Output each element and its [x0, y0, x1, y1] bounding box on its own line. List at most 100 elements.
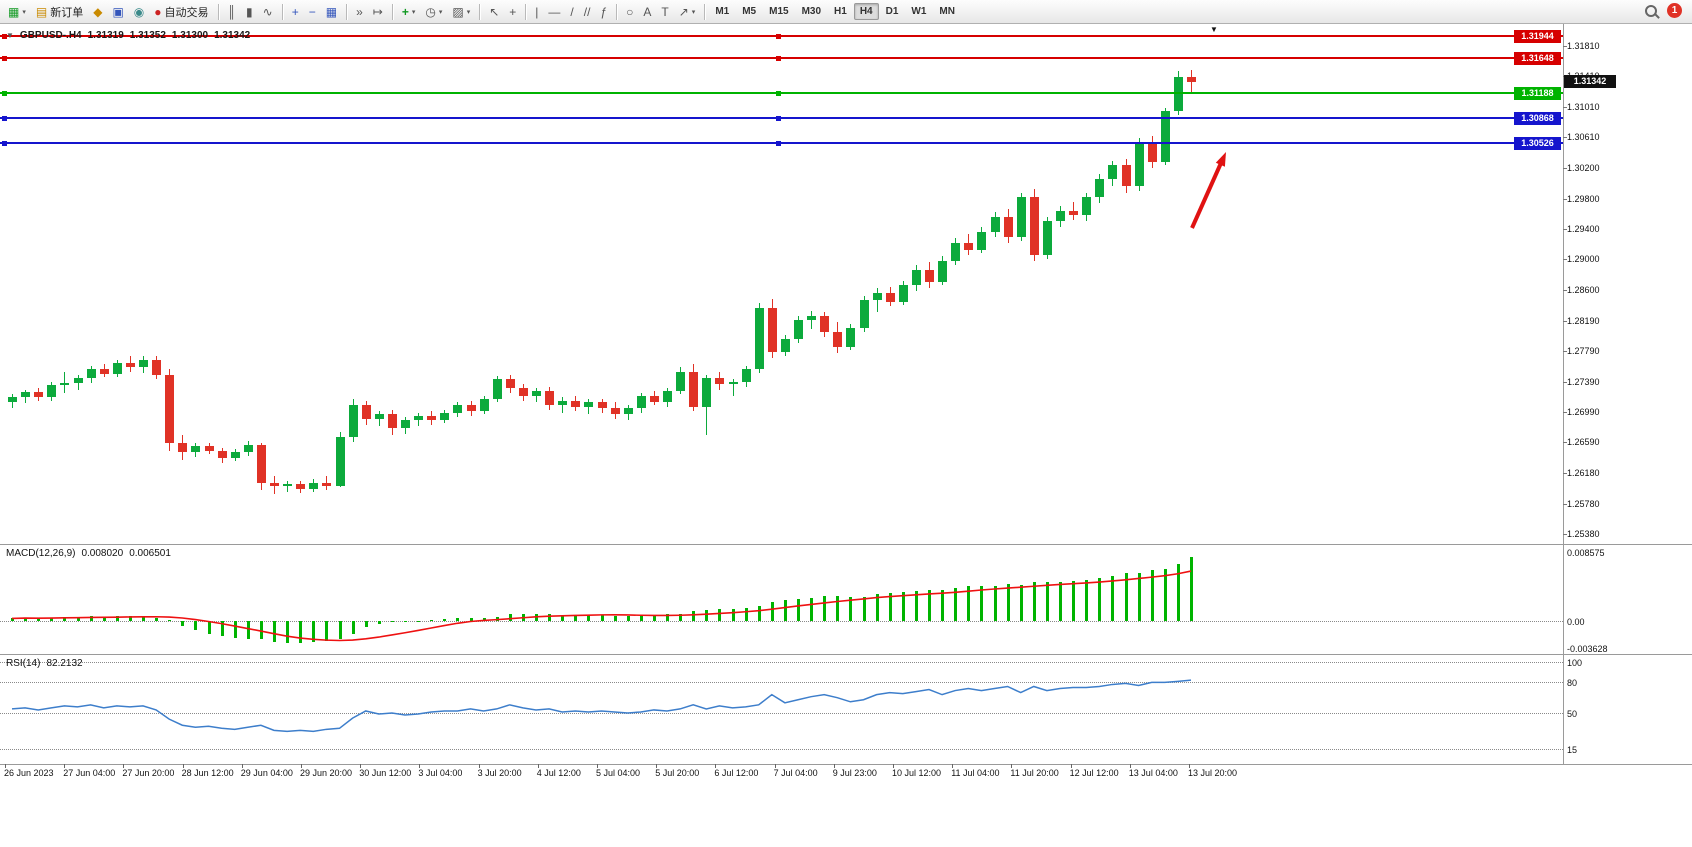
- timeframe-m30[interactable]: M30: [801, 6, 822, 17]
- arrow-objects-button[interactable]: ↗ ▾: [674, 3, 701, 21]
- one-click-trading-toggle[interactable]: ▼: [6, 31, 14, 40]
- macd-histogram-bar: [364, 620, 368, 628]
- channel-button[interactable]: //: [579, 3, 596, 21]
- macd-histogram-bar: [142, 616, 145, 621]
- notifications-badge[interactable]: 1: [1667, 3, 1682, 18]
- pane-separator[interactable]: [0, 544, 1692, 545]
- text-label-button[interactable]: T: [656, 3, 673, 21]
- line-handle[interactable]: [776, 141, 781, 147]
- candlestick-chart-button[interactable]: ▮: [241, 3, 258, 21]
- candle-body: [872, 292, 882, 301]
- macd-scale-min: -0.003628: [1567, 644, 1608, 654]
- periods-button[interactable]: ◷ ▾: [420, 3, 447, 21]
- trendline-icon: /: [570, 4, 574, 19]
- time-tick-label: 26 Jun 2023: [4, 768, 54, 778]
- candle-body: [623, 408, 633, 415]
- horizontal-line[interactable]: [0, 92, 1563, 95]
- vertical-line-button[interactable]: |: [530, 3, 543, 21]
- toolbar-separator: [281, 3, 283, 20]
- time-tick-label: 13 Jul 04:00: [1128, 768, 1178, 778]
- macd-histogram-bar: [50, 617, 54, 621]
- horizontal-line[interactable]: [0, 57, 1563, 60]
- timeframe-m1[interactable]: M1: [715, 6, 730, 17]
- templates-button[interactable]: ▨ ▾: [447, 3, 475, 21]
- bar-chart-button[interactable]: ║: [223, 3, 242, 21]
- chevron-down-icon: ▾: [411, 8, 416, 16]
- time-axis-tickmark: [656, 764, 658, 768]
- price-tick-label: 1.27390: [1567, 376, 1600, 387]
- horizontal-line-button[interactable]: —: [543, 3, 565, 21]
- timeframe-d1[interactable]: D1: [885, 6, 899, 17]
- time-tick-label: 29 Jun 04:00: [240, 768, 293, 778]
- macd-histogram-bar: [259, 620, 263, 640]
- timeframe-m5[interactable]: M5: [742, 6, 757, 17]
- horizontal-line[interactable]: [0, 34, 1563, 37]
- horizontal-line[interactable]: [0, 142, 1563, 145]
- timeframe-mn[interactable]: MN: [939, 6, 955, 17]
- line-handle[interactable]: [2, 56, 7, 62]
- mql-community-button[interactable]: ◆: [88, 3, 107, 21]
- new-order-button[interactable]: ▤ 新订单: [31, 1, 88, 23]
- line-handle[interactable]: [776, 56, 781, 62]
- new-chart-button[interactable]: ▦ ▾: [3, 3, 31, 21]
- macd-histogram-bar: [875, 594, 879, 621]
- line-chart-button[interactable]: ∿: [258, 3, 278, 21]
- line-handle[interactable]: [2, 33, 7, 39]
- cursor-button[interactable]: ↖: [484, 3, 504, 21]
- time-tick-label: 4 Jul 12:00: [536, 768, 581, 778]
- chart-shift-button[interactable]: ↦: [368, 3, 388, 21]
- text-label-icon: T: [661, 4, 669, 19]
- timeframe-w1[interactable]: W1: [911, 6, 927, 17]
- arrow-objects-icon: ↗: [678, 4, 689, 19]
- macd-histogram-bar: [1085, 579, 1089, 621]
- ellipse-button[interactable]: ○: [621, 3, 638, 21]
- fibonacci-button[interactable]: ƒ: [595, 3, 612, 21]
- time-axis-tickmark: [419, 764, 421, 768]
- line-handle[interactable]: [2, 91, 7, 97]
- text-button[interactable]: A: [638, 3, 656, 21]
- timeframe-h1[interactable]: H1: [834, 6, 847, 17]
- macd-histogram-bar: [299, 620, 303, 643]
- trend-arrow-annotation[interactable]: [0, 0, 1563, 544]
- search-icon[interactable]: [1645, 4, 1657, 17]
- time-tick-label: 12 Jul 12:00: [1069, 768, 1119, 778]
- indicators-button[interactable]: + ▾: [397, 3, 421, 21]
- line-price-label: 1.30526: [1514, 137, 1561, 151]
- zoom-out-button[interactable]: −: [304, 3, 321, 21]
- horizontal-line[interactable]: [0, 116, 1563, 119]
- pane-separator[interactable]: [0, 654, 1692, 655]
- candle-body: [165, 374, 175, 444]
- line-handle[interactable]: [776, 115, 781, 121]
- tile-windows-button[interactable]: ▦: [321, 3, 342, 21]
- autotrading-button[interactable]: ● 自动交易: [149, 1, 213, 23]
- line-handle[interactable]: [2, 141, 7, 147]
- pane-separator: [0, 764, 1692, 765]
- toolbox-button[interactable]: ▣: [107, 3, 128, 21]
- line-handle[interactable]: [2, 115, 7, 121]
- ellipse-icon: ○: [626, 4, 634, 19]
- crosshair-button[interactable]: +: [504, 3, 521, 21]
- market-button[interactable]: ◉: [129, 3, 149, 21]
- line-handle[interactable]: [776, 91, 781, 97]
- price-axis-tickmark: [1563, 106, 1567, 108]
- timeframe-m15[interactable]: M15: [769, 6, 789, 17]
- zoom-in-button[interactable]: +: [287, 3, 304, 21]
- trendline-button[interactable]: /: [565, 3, 578, 21]
- candle-body: [532, 391, 541, 396]
- price-tick-label: 1.25380: [1567, 529, 1600, 540]
- candle-body: [846, 327, 856, 348]
- macd-histogram-bar: [1072, 580, 1076, 621]
- candle-body: [243, 444, 253, 453]
- ohlc-open: 1.31319: [87, 30, 124, 41]
- candle-body: [518, 388, 528, 396]
- price-tick-label: 1.31010: [1567, 101, 1600, 112]
- time-axis-tickmark: [774, 764, 776, 768]
- timeframe-h4[interactable]: H4: [853, 3, 879, 20]
- macd-histogram-bar: [770, 601, 774, 621]
- auto-scroll-button[interactable]: »: [351, 3, 368, 21]
- line-price-label: 1.31648: [1514, 52, 1561, 66]
- line-handle[interactable]: [776, 33, 781, 39]
- macd-histogram-bar: [76, 616, 80, 621]
- macd-histogram-bar: [194, 620, 198, 631]
- macd-histogram-bar: [430, 620, 434, 622]
